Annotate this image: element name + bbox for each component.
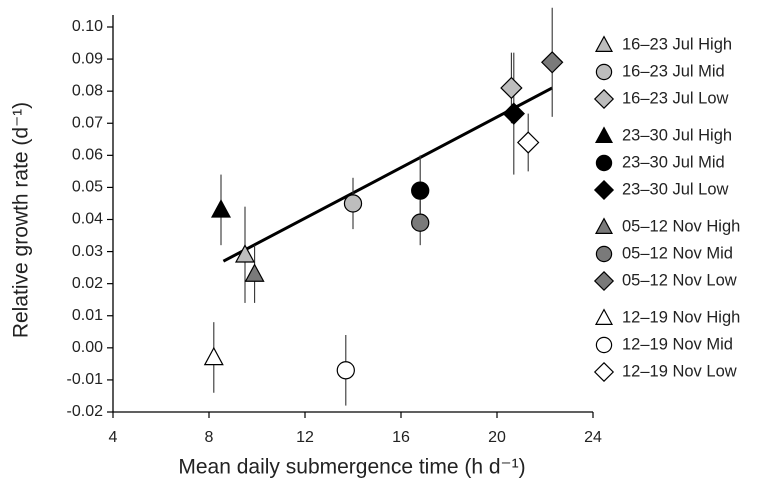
marker-diamond (593, 88, 615, 110)
legend-label: 05–12 Nov Low (622, 271, 737, 289)
y-tick-label: 0.02 (72, 275, 103, 292)
marker-diamond (593, 179, 615, 201)
marker-circle (595, 154, 613, 172)
y-tick-label: 0.06 (72, 147, 103, 164)
x-tick-label: 16 (392, 429, 410, 446)
marker-triangle (594, 35, 614, 53)
x-tick-label: 4 (109, 429, 118, 446)
marker-diamond (502, 102, 525, 125)
marker-triangle (244, 263, 265, 282)
marker-diamond (500, 76, 523, 100)
y-tick-label: 0.07 (72, 114, 103, 131)
legend-label: 05–12 Nov Mid (622, 244, 733, 262)
marker-triangle (594, 308, 614, 325)
x-tick-label: 8 (205, 429, 214, 446)
y-tick-label: -0.02 (67, 403, 104, 420)
marker-diamond (593, 361, 615, 383)
y-tick-label: 0.03 (72, 243, 103, 260)
x-tick-label: 12 (296, 429, 314, 446)
marker-triangle (203, 346, 224, 366)
y-axis-title: Relative growth rate (d⁻¹) (10, 102, 33, 338)
marker-circle (595, 336, 613, 354)
legend-label: 12–19 Nov Low (622, 362, 737, 380)
trend-line (222, 86, 553, 263)
marker-diamond (541, 51, 564, 74)
x-tick-label: 24 (584, 429, 602, 446)
y-tick-label: 0.01 (72, 307, 103, 324)
legend-label: 16–23 Jul Low (622, 89, 728, 107)
marker-triangle (594, 217, 614, 234)
legend-label: 12–19 Nov High (622, 308, 740, 326)
x-axis-title: Mean daily submergence time (h d⁻¹) (178, 456, 525, 479)
marker-diamond (593, 270, 615, 292)
marker-triangle (234, 244, 256, 263)
x-tick-label: 20 (488, 429, 506, 446)
y-tick-label: 0.04 (72, 211, 103, 228)
legend-label: 05–12 Nov High (622, 217, 740, 235)
marker-circle (336, 361, 355, 380)
y-tick-label: -0.01 (67, 371, 104, 388)
marker-triangle (210, 199, 232, 218)
y-tick-label: 0.00 (72, 339, 103, 356)
legend-label: 23–30 Jul Low (622, 180, 728, 198)
marker-diamond (517, 131, 540, 154)
legend-label: 23–30 Jul High (622, 126, 732, 144)
marker-circle (411, 213, 430, 232)
marker-circle (595, 245, 613, 263)
legend-label: 23–30 Jul Mid (622, 153, 725, 171)
marker-triangle (594, 126, 614, 143)
y-tick-label: 0.05 (72, 179, 103, 196)
marker-circle (595, 63, 613, 81)
legend-label: 16–23 Jul Mid (622, 62, 725, 80)
marker-circle (343, 194, 363, 213)
y-tick-label: 0.08 (72, 82, 103, 99)
y-tick-label: 0.09 (72, 50, 103, 67)
legend-label: 16–23 Jul High (622, 35, 732, 53)
legend-label: 12–19 Nov Mid (622, 335, 733, 353)
marker-circle (411, 181, 430, 200)
y-tick-label: 0.10 (72, 18, 103, 35)
